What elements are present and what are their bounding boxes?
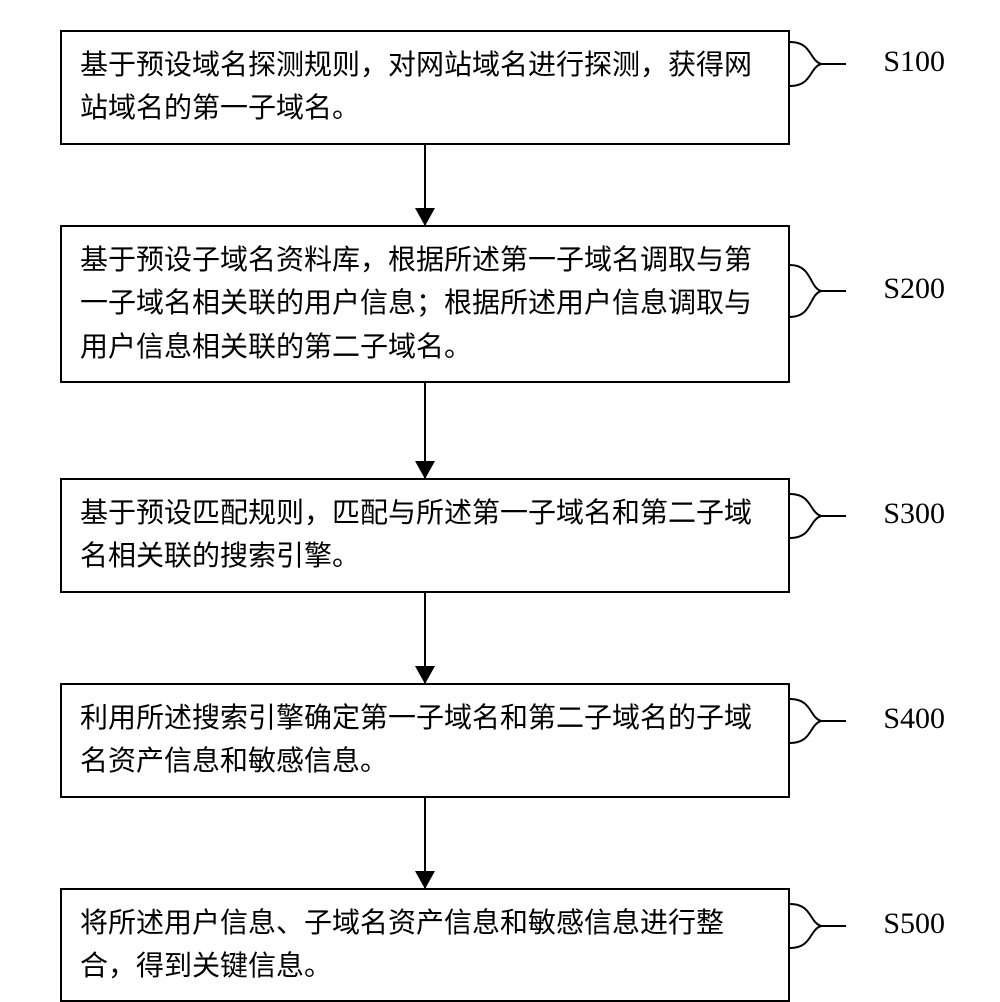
arrow-connector <box>424 798 427 888</box>
bracket-icon <box>788 263 848 319</box>
step-label: S400 <box>883 702 945 736</box>
arrow-connector <box>424 383 427 478</box>
flow-box-text: 基于预设域名探测规则，对网站域名进行探测，获得网站域名的第一子域名。 <box>80 44 770 131</box>
arrowhead-icon <box>415 461 435 479</box>
arrowhead-icon <box>415 208 435 226</box>
connector-wrap <box>60 383 790 478</box>
flow-box: 将所述用户信息、子域名资产信息和敏感信息进行整合，得到关键信息。 <box>60 888 790 1002</box>
flow-box-text: 基于预设匹配规则，匹配与所述第一子域名和第二子域名相关联的搜索引擎。 <box>80 492 770 579</box>
flow-box: 基于预设子域名资料库，根据所述第一子域名调取与第一子域名相关联的用户信息；根据所… <box>60 225 790 383</box>
bracket-icon <box>788 40 848 88</box>
step-label: S300 <box>883 497 945 531</box>
flow-box-text: 将所述用户信息、子域名资产信息和敏感信息进行整合，得到关键信息。 <box>80 902 770 989</box>
arrowhead-icon <box>415 666 435 684</box>
arrow-connector <box>424 145 427 225</box>
flow-box: 利用所述搜索引擎确定第一子域名和第二子域名的子域名资产信息和敏感信息。 <box>60 683 790 798</box>
flow-step-s200: 基于预设子域名资料库，根据所述第一子域名调取与第一子域名相关联的用户信息；根据所… <box>60 225 940 383</box>
step-label: S500 <box>883 907 945 941</box>
flow-box-text: 基于预设子域名资料库，根据所述第一子域名调取与第一子域名相关联的用户信息；根据所… <box>80 239 770 369</box>
step-label: S100 <box>883 45 945 79</box>
connector-wrap <box>60 593 790 683</box>
connector-wrap <box>60 798 790 888</box>
flowchart-container: 基于预设域名探测规则，对网站域名进行探测，获得网站域名的第一子域名。S100基于… <box>60 30 940 1002</box>
flow-step-s300: 基于预设匹配规则，匹配与所述第一子域名和第二子域名相关联的搜索引擎。S300 <box>60 478 940 593</box>
flow-step-s100: 基于预设域名探测规则，对网站域名进行探测，获得网站域名的第一子域名。S100 <box>60 30 940 145</box>
bracket-icon <box>788 697 848 745</box>
step-label: S200 <box>883 272 945 306</box>
flow-box: 基于预设匹配规则，匹配与所述第一子域名和第二子域名相关联的搜索引擎。 <box>60 478 790 593</box>
arrowhead-icon <box>415 871 435 889</box>
flow-box: 基于预设域名探测规则，对网站域名进行探测，获得网站域名的第一子域名。 <box>60 30 790 145</box>
flow-box-text: 利用所述搜索引擎确定第一子域名和第二子域名的子域名资产信息和敏感信息。 <box>80 697 770 784</box>
connector-wrap <box>60 145 790 225</box>
bracket-icon <box>788 902 848 950</box>
arrow-connector <box>424 593 427 683</box>
flow-step-s400: 利用所述搜索引擎确定第一子域名和第二子域名的子域名资产信息和敏感信息。S400 <box>60 683 940 798</box>
flow-step-s500: 将所述用户信息、子域名资产信息和敏感信息进行整合，得到关键信息。S500 <box>60 888 940 1002</box>
bracket-icon <box>788 492 848 540</box>
